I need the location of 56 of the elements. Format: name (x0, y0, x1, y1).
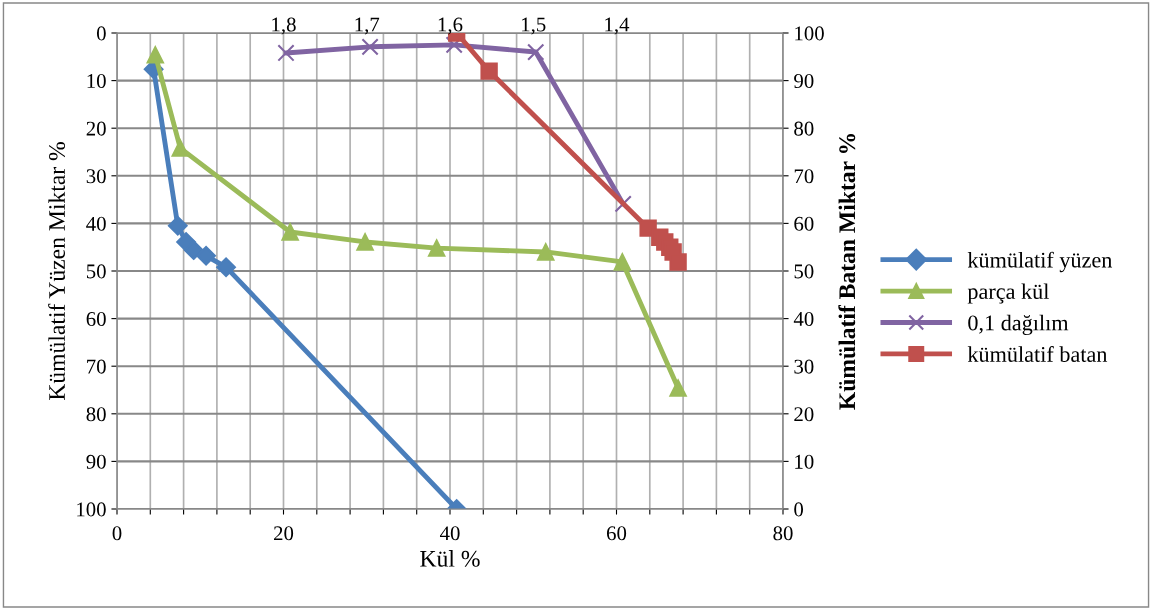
point (167, 215, 188, 236)
y2-tick-label: 60 (794, 216, 814, 231)
y2-tick-label: 40 (793, 311, 814, 327)
x2-tick-label: 1,5 (522, 17, 546, 35)
y-tick-label: 70 (87, 359, 106, 374)
x-tick-label: 60 (606, 526, 627, 541)
y-tick-label: 90 (86, 454, 106, 469)
point (669, 253, 687, 271)
y-tick-label: 100 (77, 502, 106, 517)
y-tick-label: 20 (86, 121, 106, 136)
y2-tick-label: 20 (794, 407, 814, 422)
point (361, 38, 379, 56)
x-tick-label: 0 (112, 526, 122, 541)
y-tick-label: 10 (87, 73, 106, 89)
legend-label: 0,1 dağılım (968, 314, 1069, 336)
legend-label: parça kül (967, 283, 1049, 304)
x2-tick-label: 1,6 (438, 17, 463, 35)
point (171, 139, 189, 157)
y2-tick-label: 0 (794, 502, 804, 517)
y-tick-label: 50 (86, 264, 106, 279)
point (277, 44, 295, 62)
point (356, 233, 374, 251)
x2-tick-label: 1,7 (355, 17, 380, 35)
point (669, 379, 687, 397)
x-axis-title: Kül % (420, 550, 480, 567)
x-tick-label: 80 (773, 526, 793, 541)
legend-label: kümülatif yüzen (967, 251, 1113, 273)
point (445, 36, 463, 54)
y-tick-label: 30 (86, 169, 106, 184)
point (480, 62, 498, 80)
y-tick-label: 0 (96, 26, 106, 41)
y-tick-label: 60 (86, 311, 106, 327)
y2-tick-label: 80 (794, 121, 814, 136)
y2-tick-label: 90 (794, 73, 814, 89)
x2-tick-label: 1,4 (605, 17, 630, 35)
legend-label: kümülatif batan (967, 346, 1108, 362)
point (146, 46, 164, 64)
point (537, 243, 555, 261)
y2-tick-label: 50 (794, 264, 814, 279)
x2-tick-label: 1,8 (272, 17, 296, 35)
y2-axis-title: Kümülatif Batan Miktar % (838, 134, 856, 410)
y2-tick-label: 10 (795, 454, 814, 469)
y-tick-label: 40 (86, 216, 106, 231)
y-tick-label: 80 (86, 407, 106, 422)
x-tick-label: 20 (274, 526, 294, 541)
point (281, 223, 299, 241)
x-tick-label: 40 (439, 526, 460, 541)
point (428, 239, 446, 257)
point (613, 253, 632, 271)
point (527, 43, 545, 61)
point (196, 245, 216, 266)
y2-tick-label: 30 (794, 359, 814, 374)
point (216, 257, 236, 278)
y2-tick-label: 100 (795, 26, 824, 41)
y2-tick-label: 70 (794, 169, 814, 184)
y-axis-title: Kümülatif Yüzen Miktar % (48, 142, 66, 401)
